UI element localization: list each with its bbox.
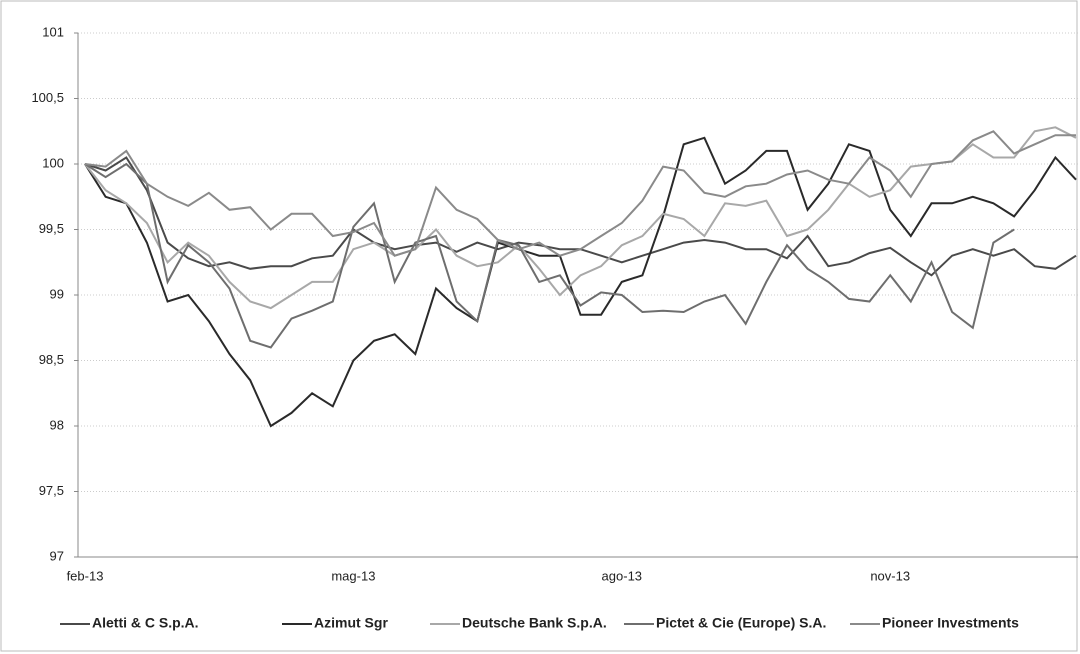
legend-label: Azimut Sgr <box>314 615 388 631</box>
y-tick-label: 100,5 <box>31 90 64 105</box>
series-line <box>84 162 1015 349</box>
series-line <box>84 156 1077 277</box>
legend-label: Pictet & Cie (Europe) S.A. <box>656 615 826 631</box>
legend-label: Pioneer Investments <box>882 615 1019 631</box>
y-tick-label: 99 <box>50 286 64 301</box>
y-tick-label: 98,5 <box>39 352 64 367</box>
legend-label: Aletti & C S.p.A. <box>92 615 199 631</box>
y-tick-label: 97 <box>50 548 64 563</box>
series-line <box>84 136 1077 428</box>
y-tick-label: 98 <box>50 417 64 432</box>
y-tick-label: 99,5 <box>39 221 64 236</box>
x-tick-label: nov-13 <box>870 568 910 583</box>
x-tick-label: ago-13 <box>602 568 642 583</box>
legend-label: Deutsche Bank S.p.A. <box>462 615 607 631</box>
y-tick-label: 100 <box>42 155 64 170</box>
x-tick-label: feb-13 <box>67 568 104 583</box>
series-line <box>84 130 1076 257</box>
y-tick-label: 101 <box>42 24 64 39</box>
y-tick-label: 97,5 <box>39 483 64 498</box>
x-tick-label: mag-13 <box>331 568 375 583</box>
series-line <box>84 126 1077 310</box>
